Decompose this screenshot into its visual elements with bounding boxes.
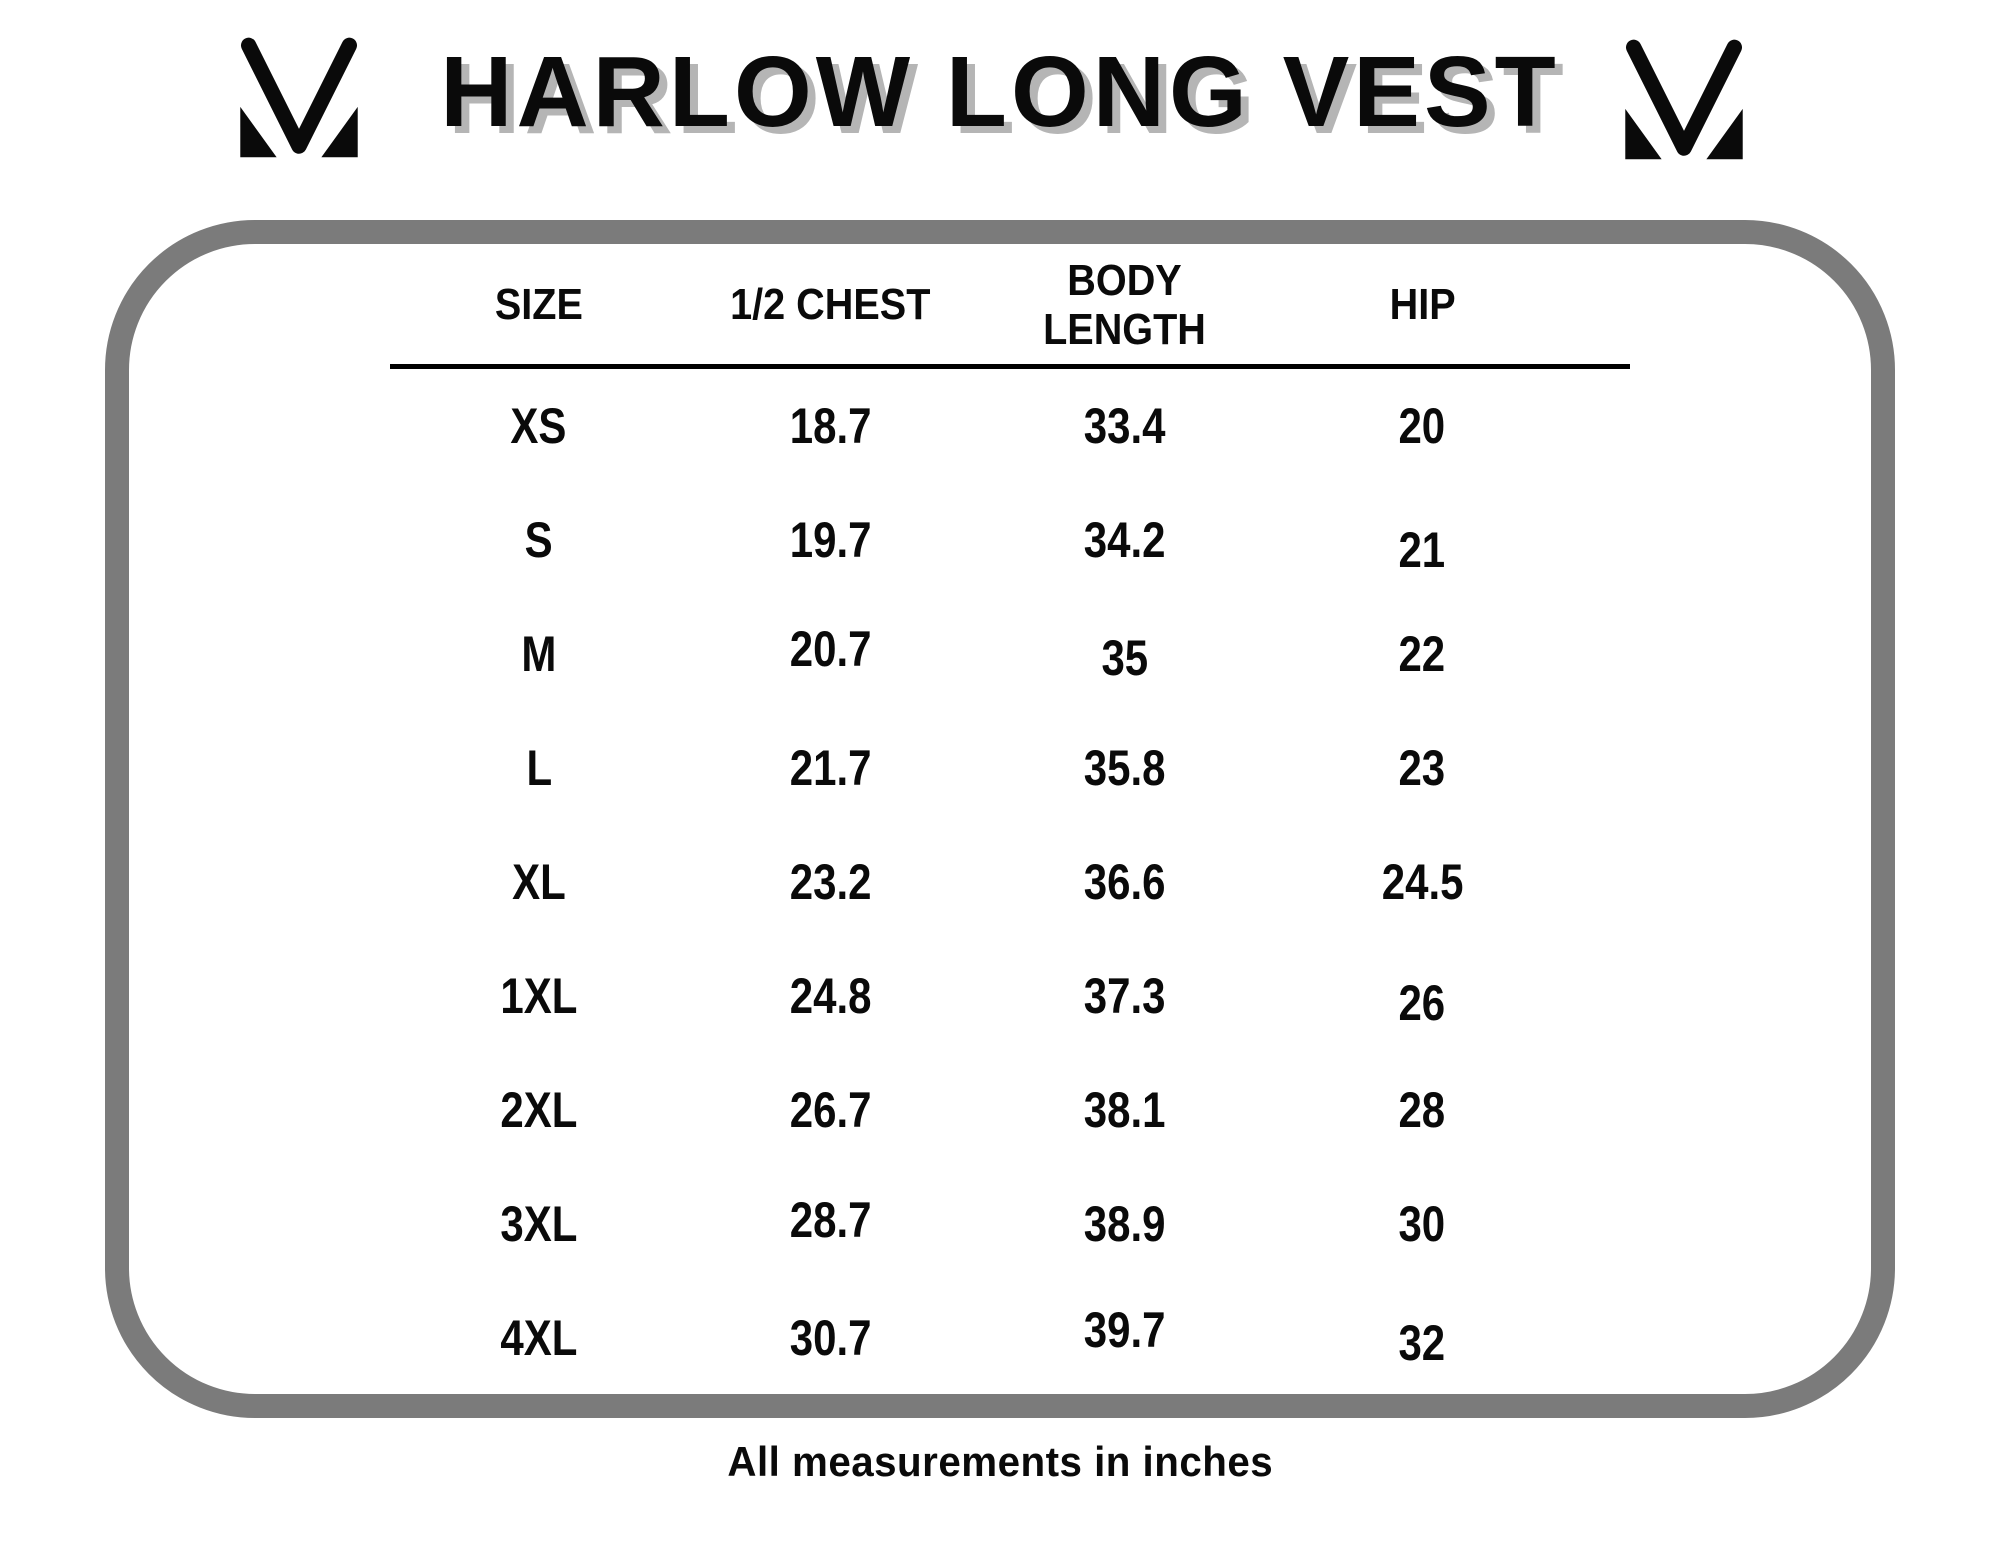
table-row-3xl: 3XL 28.7 38.9 30 [390, 1167, 1630, 1281]
table-row-2xl: 2XL 26.7 38.1 28 [390, 1053, 1630, 1167]
table-row-4xl: 4XL 30.7 39.7 32 [390, 1281, 1630, 1395]
half-chest-cell: 18.7 [789, 398, 872, 454]
body-length-cell: 35.8 [1083, 740, 1166, 796]
body-length-cell: 35 [1101, 630, 1149, 686]
hip-cell: 28 [1398, 1082, 1446, 1138]
hip-cell: 26 [1398, 975, 1446, 1031]
size-cell: 1XL [500, 968, 578, 1024]
mv-monogram-icon [1614, 39, 1754, 169]
size-cell: M [521, 626, 557, 682]
hip-cell: 22 [1398, 626, 1446, 682]
hip-cell: 32 [1398, 1315, 1446, 1371]
half-chest-cell: 20.7 [789, 621, 872, 677]
header-underline [390, 364, 1630, 369]
size-cell: 2XL [500, 1082, 578, 1138]
column-header-hip: HIP [1389, 280, 1456, 330]
table-row-xl: XL 23.2 36.6 24.5 [390, 825, 1630, 939]
hip-cell: 24.5 [1381, 854, 1464, 910]
table-row-l: L 21.7 35.8 23 [390, 711, 1630, 825]
hip-cell: 23 [1398, 740, 1446, 796]
footer-note: All measurements in inches [727, 1438, 1273, 1485]
table-header-row: SIZE 1/2 CHEST BODY LENGTH HIP [390, 246, 1630, 364]
body-length-cell: 37.3 [1083, 968, 1166, 1024]
size-cell: XL [511, 854, 566, 910]
half-chest-cell: 23.2 [789, 854, 872, 910]
half-chest-cell: 28.7 [789, 1192, 872, 1248]
size-cell: XS [510, 398, 567, 454]
page-title: HARLOW LONG VEST [440, 36, 1560, 148]
hip-cell: 30 [1398, 1196, 1446, 1252]
half-chest-cell: 30.7 [789, 1310, 872, 1366]
column-header-body-length: BODY LENGTH [1043, 255, 1207, 354]
header: HARLOW LONG VEST [0, 0, 2000, 190]
body-length-cell: 38.1 [1083, 1082, 1166, 1138]
size-cell: S [524, 512, 553, 568]
half-chest-cell: 24.8 [789, 968, 872, 1024]
table-row-s: S 19.7 34.2 21 [390, 483, 1630, 597]
column-header-size: SIZE [494, 280, 583, 330]
body-length-cell: 39.7 [1083, 1302, 1166, 1358]
body-length-cell: 38.9 [1083, 1196, 1166, 1252]
size-chart-frame [105, 220, 1895, 1418]
table-row-m: M 20.7 35 22 [390, 597, 1630, 711]
body-length-cell: 34.2 [1083, 512, 1166, 568]
table-row-1xl: 1XL 24.8 37.3 26 [390, 939, 1630, 1053]
half-chest-cell: 21.7 [789, 740, 872, 796]
body-length-cell: 36.6 [1083, 854, 1166, 910]
mv-monogram-icon [229, 37, 369, 167]
hip-cell: 20 [1398, 398, 1446, 454]
size-cell: 3XL [500, 1196, 578, 1252]
body-length-cell: 33.4 [1083, 398, 1166, 454]
size-cell: 4XL [500, 1310, 578, 1366]
column-header-half-chest: 1/2 CHEST [730, 280, 931, 330]
half-chest-cell: 26.7 [789, 1082, 872, 1138]
half-chest-cell: 19.7 [789, 512, 872, 568]
size-cell: L [525, 740, 552, 796]
size-table: SIZE 1/2 CHEST BODY LENGTH HIP XS 18.7 3… [390, 246, 1630, 1395]
hip-cell: 21 [1398, 522, 1446, 578]
table-row-xs: XS 18.7 33.4 20 [390, 369, 1630, 483]
table-body: XS 18.7 33.4 20 S 19.7 34.2 21 M 20.7 35… [390, 369, 1630, 1395]
